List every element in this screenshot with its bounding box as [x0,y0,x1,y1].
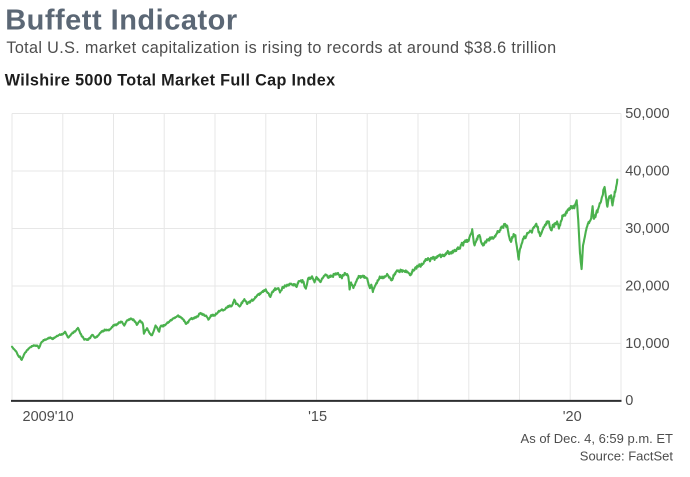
svg-text:'15: '15 [308,409,327,425]
svg-text:'20: '20 [563,409,582,425]
svg-text:40,000: 40,000 [625,163,669,179]
svg-text:Wilshire 5000 Total Market Ful: Wilshire 5000 Total Market Full Cap Inde… [5,72,336,90]
svg-text:0: 0 [625,393,633,409]
svg-text:20,000: 20,000 [625,278,669,294]
svg-text:As of Dec. 4, 6:59 p.m. ET: As of Dec. 4, 6:59 p.m. ET [521,431,674,446]
svg-text:Buffett Indicator: Buffett Indicator [5,4,237,36]
svg-text:Source: FactSet: Source: FactSet [580,449,674,464]
svg-text:50,000: 50,000 [625,106,669,122]
svg-text:2009'10: 2009'10 [23,409,74,425]
svg-text:30,000: 30,000 [625,221,669,237]
svg-text:10,000: 10,000 [625,336,669,352]
svg-text:Total U.S. market capitalizati: Total U.S. market capitalization is risi… [6,39,556,57]
